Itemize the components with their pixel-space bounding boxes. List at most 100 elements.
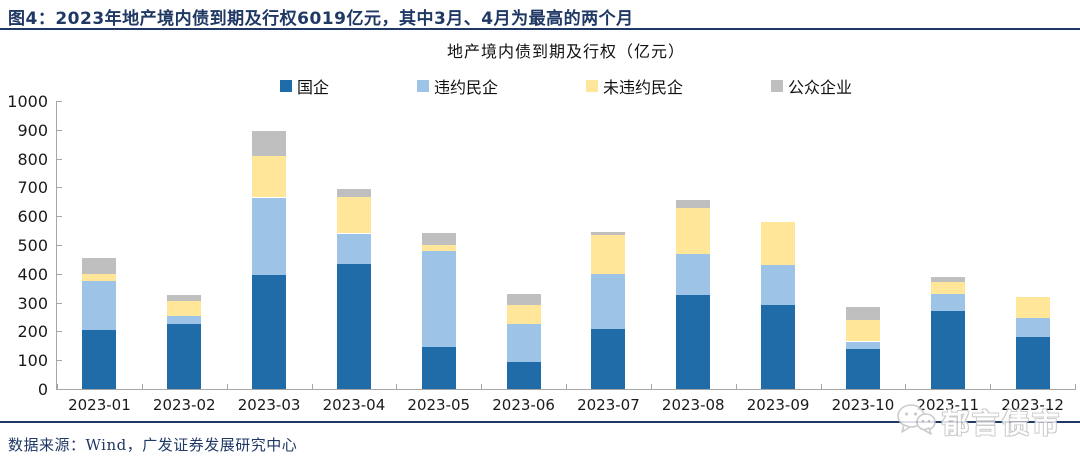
bar-segment-未违约民企-2023-02 [167, 301, 202, 316]
y-axis-tick [57, 331, 62, 333]
y-axis-label-800: 800 [17, 149, 48, 169]
bar-segment-国企-2023-07 [591, 328, 626, 389]
y-axis-label-200: 200 [17, 322, 48, 342]
bar-segment-违约民企-2023-12 [1015, 318, 1050, 338]
x-axis-label-2023-02: 2023-02 [152, 396, 216, 414]
bar-segment-公众企业-2023-07 [591, 232, 626, 235]
x-axis-tick [226, 384, 228, 389]
y-axis-tick [57, 273, 62, 275]
bar-segment-公众企业-2023-01 [82, 257, 117, 274]
legend-label: 国企 [296, 78, 329, 97]
x-axis-tick [141, 384, 143, 389]
bar-segment-公众企业-2023-04 [336, 188, 371, 198]
legend-label: 违约民企 [433, 78, 498, 97]
y-axis-label-100: 100 [17, 351, 48, 371]
bar-segment-违约民企-2023-08 [676, 253, 711, 296]
x-axis-tick [650, 384, 652, 389]
bar-segment-未违约民企-2023-10 [845, 319, 880, 342]
bar-segment-未违约民企-2023-06 [506, 305, 541, 325]
y-axis-tick [57, 101, 62, 102]
y-axis-label-1000: 1000 [7, 92, 48, 111]
bar-segment-公众企业-2023-10 [845, 306, 880, 320]
y-axis-tick [57, 389, 62, 390]
bar-segment-未违约民企-2023-08 [676, 207, 711, 254]
bar-segment-违约民企-2023-10 [845, 341, 880, 349]
bar-segment-未违约民企-2023-12 [1015, 296, 1050, 319]
top-divider-line [0, 28, 1080, 30]
legend-item-未违约民企: 未违约民企 [586, 74, 683, 98]
bar-segment-违约民企-2023-04 [336, 233, 371, 264]
bar-segment-公众企业-2023-08 [676, 200, 711, 208]
x-axis-tick-labels: 2023-01 2023-02 2023-03 2023-04 2023-05 2023-… [57, 396, 1075, 416]
y-axis-tick [57, 187, 62, 189]
bar-segment-公众企业-2023-06 [506, 293, 541, 306]
legend-swatch [771, 80, 784, 92]
x-axis-tick [990, 384, 992, 389]
y-axis-label-500: 500 [17, 236, 48, 255]
plot-area [57, 101, 1076, 390]
legend-item-国企: 国企 [279, 74, 329, 98]
watermark: 郁言债市 [896, 402, 1062, 441]
legend-swatch [416, 80, 429, 92]
bar-segment-国企-2023-12 [1015, 337, 1050, 389]
y-axis-tick [57, 245, 62, 246]
x-axis-tick [905, 384, 907, 389]
x-axis-label-2023-06: 2023-06 [492, 396, 555, 414]
bar-segment-国企-2023-09 [761, 305, 796, 389]
y-axis-tick [57, 129, 62, 131]
bar-segment-违约民企-2023-09 [761, 265, 796, 306]
legend-swatch [586, 80, 598, 92]
y-axis-tick [57, 158, 62, 160]
x-axis-tick [57, 384, 58, 389]
bar-segment-公众企业-2023-03 [252, 131, 287, 156]
legend-label: 未违约民企 [603, 78, 684, 97]
bar-segment-公众企业-2023-02 [167, 295, 202, 302]
x-axis-tick [735, 384, 737, 389]
bar-segment-国企-2023-02 [167, 324, 202, 389]
x-axis-line [56, 389, 1076, 390]
x-axis-tick [820, 384, 822, 389]
x-axis-label-2023-05: 2023-05 [407, 396, 471, 414]
legend-swatch [279, 80, 292, 92]
x-axis-label-2023-03: 2023-03 [237, 396, 301, 414]
bar-segment-国企-2023-06 [506, 361, 541, 389]
bar-segment-国企-2023-08 [676, 295, 711, 389]
x-axis-label-2023-09: 2023-09 [746, 396, 810, 414]
bar-segment-未违约民企-2023-01 [82, 273, 117, 281]
x-axis-label-2023-08: 2023-08 [661, 396, 725, 414]
x-axis-tick [481, 384, 483, 389]
bottom-divider-line [0, 421, 1080, 423]
x-axis-tick [566, 384, 567, 389]
figure-title: 图4：2023年地产境内债到期及行权6019亿元，其中3月、4月为最高的两个月 [8, 9, 634, 29]
legend-item-违约民企: 违约民企 [416, 74, 498, 98]
y-axis-label-300: 300 [17, 293, 48, 313]
bar-segment-违约民企-2023-05 [421, 250, 456, 348]
bar-segment-违约民企-2023-02 [167, 315, 202, 325]
bar-segment-国企-2023-03 [252, 275, 287, 389]
bar-segment-未违约民企-2023-07 [591, 234, 626, 274]
legend-label: 公众企业 [788, 78, 853, 97]
bar-segment-未违约民企-2023-05 [421, 245, 456, 251]
bar-segment-公众企业-2023-05 [421, 233, 456, 245]
y-axis-label-700: 700 [17, 178, 48, 198]
bar-segment-未违约民企-2023-04 [336, 197, 371, 234]
x-axis-label-2023-11: 2023-11 [916, 396, 980, 414]
y-axis-tick [57, 360, 62, 362]
bar-segment-违约民企-2023-06 [506, 324, 541, 362]
bar-segment-违约民企-2023-03 [252, 197, 287, 276]
chart-legend: 国企 违约民企 未违约民企 公众企业 [57, 74, 1075, 98]
bar-segment-未违约民企-2023-09 [761, 221, 796, 266]
watermark-text: 郁言债市 [942, 409, 1062, 440]
y-axis-label-0: 0 [37, 380, 48, 399]
x-axis-tick [1075, 384, 1076, 389]
data-source-note: 数据来源：Wind，广发证券发展研究中心 [8, 436, 298, 454]
bar-segment-未违约民企-2023-03 [252, 155, 287, 198]
y-axis-label-600: 600 [17, 207, 48, 227]
bar-segment-国企-2023-05 [421, 347, 456, 389]
y-axis-label-900: 900 [17, 120, 48, 140]
bar-segment-国企-2023-10 [845, 348, 880, 389]
bar-segment-违约民企-2023-01 [82, 281, 117, 330]
x-axis-label-2023-01: 2023-01 [68, 396, 131, 414]
x-axis-label-2023-12: 2023-12 [1001, 396, 1064, 414]
bar-segment-国企-2023-11 [930, 311, 965, 389]
